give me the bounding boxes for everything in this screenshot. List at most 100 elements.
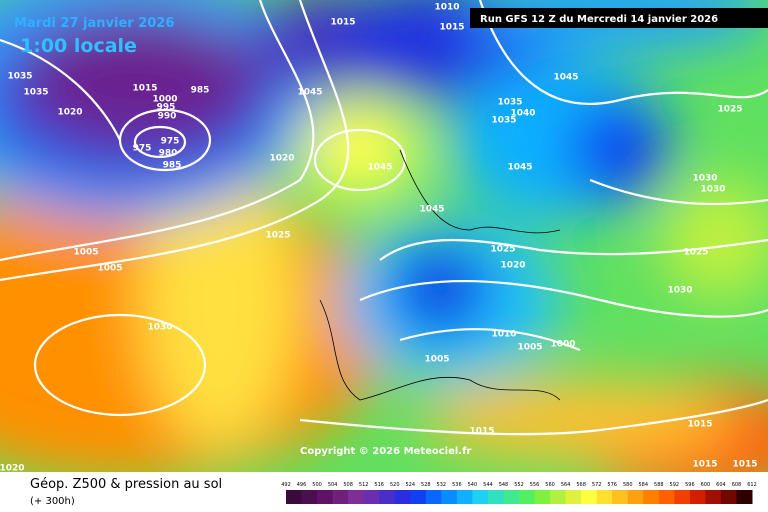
isobar-labels: 1015101010151035103510201015100099599098… [0, 3, 758, 474]
colorbar-swatch [332, 490, 349, 504]
date: Mardi 27 janvier 2026 [14, 16, 174, 31]
colorbar-label: 576 [607, 482, 617, 488]
isobar-label: 1045 [419, 205, 444, 215]
isobar-label: 1015 [687, 420, 712, 430]
colorbar-label: 556 [530, 482, 540, 488]
colorbar-swatch [565, 490, 582, 504]
isobar-label: 1030 [147, 323, 172, 333]
colorbar-swatch [472, 490, 489, 504]
isobar-label: 985 [163, 161, 182, 171]
isobar-label: 1045 [367, 163, 392, 173]
colorbar-label: 584 [638, 482, 648, 488]
isobar-label: 1000 [550, 340, 575, 350]
colorbar-swatch [674, 490, 691, 504]
isobar-label: 1020 [500, 261, 525, 271]
colorbar-swatch [627, 490, 644, 504]
colorbar-label: 500 [312, 482, 322, 488]
colorbar-label: 524 [405, 482, 415, 488]
colorbar-label: 540 [468, 482, 478, 488]
colorbar-label: 532 [437, 482, 447, 488]
colorbar: 492 496 500 504 508 512 516 520 524 528 532 536 540 5… [281, 482, 757, 504]
colorbar-swatch [612, 490, 629, 504]
colorbar-label: 560 [545, 482, 555, 488]
isobar-label: 1025 [490, 245, 515, 255]
isobar-label: 1035 [23, 88, 48, 98]
isobar-label: 1020 [269, 154, 294, 164]
colorbar-label: 608 [732, 482, 742, 488]
isobar-label: 1045 [507, 163, 532, 173]
run-box [470, 8, 768, 28]
colorbar-swatch [363, 490, 380, 504]
colorbar-label: 496 [297, 482, 307, 488]
colorbar-swatch [643, 490, 660, 504]
colorbar-label: 580 [623, 482, 633, 488]
isobar-label: 1005 [97, 264, 122, 274]
isobar-label: 1005 [424, 355, 449, 365]
colorbar-label: 512 [359, 482, 369, 488]
colorbar-swatch [534, 490, 551, 504]
colorbar-swatch [705, 490, 722, 504]
colorbar-label: 612 [747, 482, 757, 488]
isobar-label: 1045 [297, 88, 322, 98]
colorbar-swatch [658, 490, 675, 504]
isobar-label: 1030 [700, 185, 725, 195]
isobars [0, 0, 768, 436]
isobar-label: 980 [159, 149, 178, 159]
colorbar-swatch [736, 490, 753, 504]
colorbar-swatch [720, 490, 737, 504]
colorbar-swatch [286, 490, 303, 504]
footer-lead: (+ 300h) [30, 496, 75, 507]
isobar-label: 1005 [517, 343, 542, 353]
colorbar-swatch [317, 490, 334, 504]
colorbar-swatch [550, 490, 567, 504]
colorbar-label: 572 [592, 482, 602, 488]
colorbar-label: 568 [576, 482, 586, 488]
isobar-label: 975 [133, 144, 152, 154]
isobar-label: 1020 [0, 464, 25, 474]
colorbar-label: 520 [390, 482, 400, 488]
isobar-label: 1015 [692, 460, 717, 470]
colorbar-label: 592 [670, 482, 680, 488]
isobar-label: 1035 [497, 98, 522, 108]
isobar-label: 1005 [73, 248, 98, 258]
isobar-label: 1015 [732, 460, 757, 470]
isobar-label: 995 [157, 103, 176, 113]
isobar-label: 975 [161, 137, 180, 147]
colorbar-swatch [348, 490, 365, 504]
colorbar-swatch [394, 490, 411, 504]
isobar-label: 1025 [683, 248, 708, 258]
colorbar-label: 536 [452, 482, 462, 488]
isobar-label: 1015 [132, 84, 157, 94]
colorbar-label: 600 [701, 482, 711, 488]
colorbar-label: 588 [654, 482, 664, 488]
isobar-label: 1000 [152, 95, 177, 105]
run: Run GFS 12 Z du Mercredi 14 janvier 2026 [480, 14, 718, 25]
isobar-label: 1015 [439, 23, 464, 33]
colorbar-label: 528 [421, 482, 431, 488]
isobar-label: 1030 [692, 174, 717, 184]
isobar-label: 1025 [717, 105, 742, 115]
colorbar-label: 596 [685, 482, 695, 488]
isobar-label: 1045 [553, 73, 578, 83]
copyright: Copyright © 2026 Meteociel.fr [300, 446, 471, 457]
colorbar-swatch [487, 490, 504, 504]
colorbar-label: 604 [716, 482, 726, 488]
coastlines [319, 149, 561, 401]
isobar-label: 1035 [7, 72, 32, 82]
colorbar-label: 544 [483, 482, 493, 488]
colorbar-label: 552 [514, 482, 524, 488]
colorbar-label: 516 [374, 482, 384, 488]
isobar-label: 1010 [434, 3, 459, 13]
colorbar-swatch [379, 490, 396, 504]
field [0, 0, 768, 472]
colorbar-swatch [596, 490, 613, 504]
colorbar-swatch [301, 490, 318, 504]
colorbar-label: 508 [343, 482, 353, 488]
colorbar-label: 548 [499, 482, 509, 488]
colorbar-swatch [581, 490, 598, 504]
colorbar-swatch [689, 490, 706, 504]
colorbar-swatch [519, 490, 536, 504]
isobar-label: 1025 [265, 231, 290, 241]
colorbar-label: 504 [328, 482, 338, 488]
isobar-label: 1010 [491, 330, 516, 340]
